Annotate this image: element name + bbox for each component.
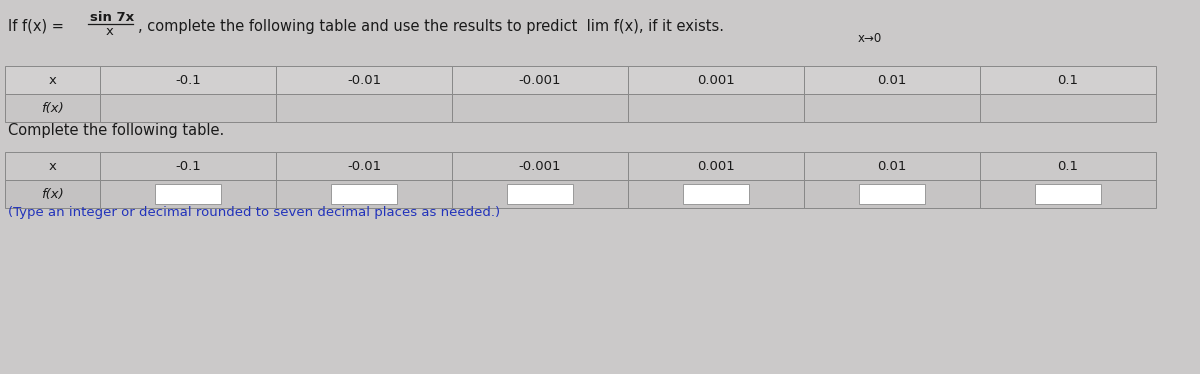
- Text: 0.1: 0.1: [1057, 159, 1079, 172]
- Bar: [683, 184, 750, 203]
- Bar: [276, 66, 452, 94]
- Bar: [628, 180, 804, 208]
- Bar: [452, 66, 628, 94]
- Bar: [804, 66, 980, 94]
- Bar: [628, 94, 804, 122]
- Bar: [1034, 184, 1102, 203]
- Text: -0.001: -0.001: [518, 159, 562, 172]
- Text: 0.001: 0.001: [697, 159, 734, 172]
- Text: -0.01: -0.01: [347, 74, 382, 86]
- Bar: [452, 152, 628, 180]
- Text: 0.01: 0.01: [877, 74, 907, 86]
- Bar: [5, 94, 100, 122]
- Bar: [804, 180, 980, 208]
- Bar: [276, 180, 452, 208]
- Bar: [804, 94, 980, 122]
- Bar: [100, 94, 276, 122]
- Text: -0.1: -0.1: [175, 159, 200, 172]
- Bar: [980, 152, 1156, 180]
- Text: x: x: [106, 25, 114, 37]
- Text: x→0: x→0: [858, 31, 882, 45]
- Text: x: x: [48, 74, 56, 86]
- Text: 0.1: 0.1: [1057, 74, 1079, 86]
- Text: 0.01: 0.01: [877, 159, 907, 172]
- Bar: [100, 66, 276, 94]
- Text: sin 7x: sin 7x: [90, 10, 134, 24]
- Bar: [155, 184, 222, 203]
- Text: f(x): f(x): [41, 101, 64, 114]
- Text: 0.001: 0.001: [697, 74, 734, 86]
- Bar: [980, 180, 1156, 208]
- Bar: [5, 152, 100, 180]
- Bar: [100, 180, 276, 208]
- Text: (Type an integer or decimal rounded to seven decimal places as needed.): (Type an integer or decimal rounded to s…: [8, 205, 500, 218]
- Bar: [452, 94, 628, 122]
- Bar: [506, 184, 574, 203]
- Bar: [5, 180, 100, 208]
- Bar: [330, 184, 397, 203]
- Bar: [100, 152, 276, 180]
- Bar: [452, 180, 628, 208]
- Bar: [980, 66, 1156, 94]
- Text: , complete the following table and use the results to predict  lim f(x), if it e: , complete the following table and use t…: [138, 18, 724, 34]
- Text: -0.1: -0.1: [175, 74, 200, 86]
- Bar: [276, 152, 452, 180]
- Bar: [628, 66, 804, 94]
- Text: f(x): f(x): [41, 187, 64, 200]
- Text: -0.001: -0.001: [518, 74, 562, 86]
- Bar: [628, 152, 804, 180]
- Bar: [5, 66, 100, 94]
- Bar: [980, 94, 1156, 122]
- Bar: [804, 152, 980, 180]
- Text: If f(x) =: If f(x) =: [8, 18, 68, 34]
- Text: x: x: [48, 159, 56, 172]
- Text: -0.01: -0.01: [347, 159, 382, 172]
- Bar: [858, 184, 925, 203]
- Bar: [276, 94, 452, 122]
- Text: Complete the following table.: Complete the following table.: [8, 123, 224, 138]
